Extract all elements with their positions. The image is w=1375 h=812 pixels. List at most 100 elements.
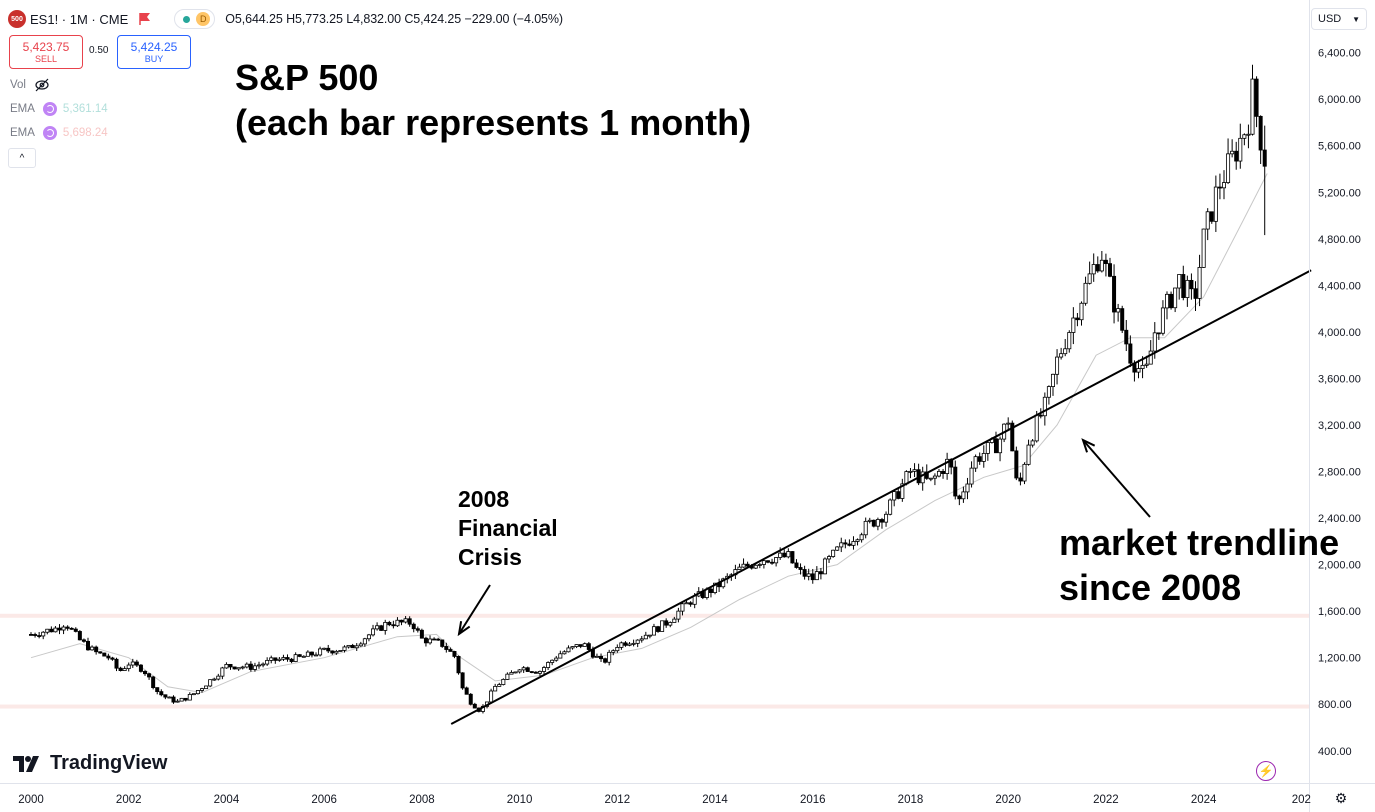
candle-body bbox=[228, 663, 233, 668]
candle-body bbox=[957, 495, 962, 500]
candle bbox=[297, 654, 302, 658]
candle bbox=[1234, 141, 1239, 170]
candle bbox=[835, 546, 840, 551]
candle-body bbox=[309, 651, 314, 656]
gear-icon[interactable]: ⚙ bbox=[1334, 789, 1348, 806]
candle-body bbox=[448, 649, 453, 652]
candle-body bbox=[248, 663, 253, 670]
candle bbox=[847, 539, 852, 547]
indicator-volume[interactable]: Vol bbox=[10, 78, 50, 92]
y-tick-label: 4,800.00 bbox=[1318, 234, 1361, 246]
market-open-icon bbox=[183, 15, 191, 23]
candle-body bbox=[1128, 343, 1133, 364]
buy-label: BUY bbox=[144, 54, 164, 64]
candle-body bbox=[501, 679, 506, 685]
candle bbox=[786, 548, 791, 559]
candle-body bbox=[1112, 275, 1117, 313]
y-tick-label: 400.00 bbox=[1318, 746, 1352, 758]
refresh-icon[interactable] bbox=[42, 126, 57, 140]
indicator-ema-1[interactable]: EMA 5,361.14 bbox=[10, 102, 108, 116]
eye-off-icon[interactable] bbox=[34, 78, 50, 92]
candle-body bbox=[419, 629, 424, 639]
candle-body bbox=[554, 657, 559, 661]
buy-button[interactable]: 5,424.25 BUY bbox=[117, 35, 191, 69]
candle bbox=[1006, 417, 1011, 430]
candle-body bbox=[326, 647, 331, 652]
collapse-legend-button[interactable]: ^ bbox=[8, 148, 36, 168]
candle bbox=[236, 667, 241, 671]
symbol-name[interactable]: ES1! · 1M · CME bbox=[30, 11, 129, 27]
candle bbox=[542, 665, 547, 675]
flag-icon[interactable] bbox=[138, 12, 152, 26]
candle bbox=[1213, 175, 1218, 232]
candle bbox=[277, 656, 282, 662]
candle bbox=[273, 657, 278, 664]
sell-button[interactable]: 5,423.75 SELL bbox=[9, 35, 83, 69]
candle-body bbox=[896, 491, 901, 499]
refresh-icon[interactable] bbox=[42, 102, 57, 116]
candle-body bbox=[859, 534, 864, 541]
candle-body bbox=[941, 470, 946, 474]
trendline[interactable] bbox=[450, 269, 1312, 725]
candle bbox=[761, 560, 766, 569]
candle bbox=[73, 627, 78, 633]
lightning-icon[interactable]: ⚡ bbox=[1256, 761, 1276, 781]
candle-body bbox=[204, 685, 209, 690]
candle bbox=[1103, 253, 1108, 277]
candle-body bbox=[1124, 329, 1129, 345]
market-status-pill[interactable]: D bbox=[174, 9, 216, 29]
candle bbox=[969, 461, 974, 488]
candle-body bbox=[338, 650, 343, 652]
candle bbox=[468, 693, 473, 706]
candle bbox=[1063, 338, 1068, 357]
candle-body bbox=[871, 519, 876, 527]
candle bbox=[147, 672, 152, 680]
candle-body bbox=[1103, 259, 1108, 265]
candle-body bbox=[224, 663, 229, 669]
candle-body bbox=[932, 475, 937, 479]
candle bbox=[753, 564, 758, 569]
tradingview-logo[interactable]: TradingView bbox=[12, 752, 167, 775]
candle-body bbox=[786, 551, 791, 558]
candle-body bbox=[1075, 317, 1080, 321]
candle bbox=[615, 644, 620, 653]
candle-body bbox=[208, 679, 213, 687]
candle-body bbox=[814, 571, 819, 581]
candle bbox=[1209, 211, 1214, 224]
symbol-logo[interactable]: 500 bbox=[8, 10, 26, 28]
y-tick-label: 2,800.00 bbox=[1318, 467, 1361, 479]
candle-body bbox=[440, 639, 445, 647]
candle-body bbox=[273, 657, 278, 661]
indicator-ema-2[interactable]: EMA 5,698.24 bbox=[10, 126, 108, 140]
candle bbox=[562, 650, 567, 655]
candle-body bbox=[45, 628, 50, 633]
candle-body bbox=[1059, 353, 1064, 358]
candle bbox=[94, 645, 99, 655]
candle-body bbox=[672, 618, 677, 623]
candle-body bbox=[102, 652, 107, 657]
candle-body bbox=[1087, 273, 1092, 284]
candle bbox=[187, 692, 192, 701]
candle-body bbox=[1217, 186, 1222, 189]
candle-body bbox=[1050, 373, 1055, 387]
candle-body bbox=[509, 672, 514, 675]
candle-body bbox=[525, 667, 530, 672]
candle bbox=[1242, 133, 1247, 146]
candle bbox=[521, 666, 526, 673]
candle bbox=[134, 659, 139, 667]
candle bbox=[1262, 125, 1267, 236]
indicator-name: EMA bbox=[10, 127, 35, 139]
candle-body bbox=[118, 667, 123, 671]
candle bbox=[818, 568, 823, 580]
candle bbox=[493, 683, 498, 692]
candle-body bbox=[513, 671, 518, 674]
candle-body bbox=[212, 678, 217, 681]
candle bbox=[436, 637, 441, 641]
candle-body bbox=[1254, 78, 1259, 117]
candle bbox=[1221, 170, 1226, 200]
candle bbox=[578, 644, 583, 649]
currency-select[interactable]: USD ▼ bbox=[1311, 8, 1367, 30]
indicator-name: Vol bbox=[10, 79, 26, 91]
candle bbox=[708, 587, 713, 598]
